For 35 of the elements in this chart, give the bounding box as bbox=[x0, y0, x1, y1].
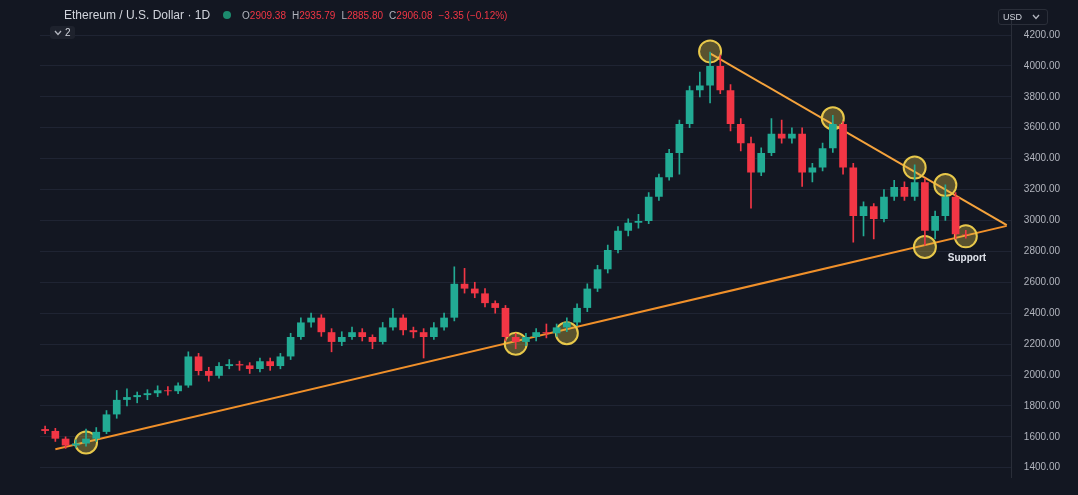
annotation: O2909.38 bbox=[242, 9, 286, 21]
candlestick bbox=[164, 386, 172, 396]
annotation: USD bbox=[1003, 12, 1023, 22]
y-tick-label: 2800.00 bbox=[1023, 245, 1061, 257]
y-tick-label: 3400.00 bbox=[1023, 152, 1061, 164]
candlestick bbox=[961, 230, 970, 239]
y-tick-label: 4000.00 bbox=[1023, 59, 1061, 71]
y-tick-label: 2600.00 bbox=[1023, 276, 1061, 288]
annotation: L2885.80 bbox=[341, 9, 384, 21]
y-tick-label: 4200.00 bbox=[1023, 28, 1061, 40]
candlestick bbox=[123, 388, 131, 407]
y-tick-label: 1600.00 bbox=[1023, 430, 1061, 442]
candlestick bbox=[696, 71, 704, 98]
y-tick-label: 3800.00 bbox=[1023, 90, 1061, 102]
point bbox=[698, 39, 723, 64]
y-tick-label: 2000.00 bbox=[1023, 368, 1061, 380]
chart-title: Ethereum / U.S. Dollar · 1D bbox=[64, 8, 211, 22]
candlestick bbox=[225, 359, 234, 370]
y-tick-label: 1400.00 bbox=[1023, 461, 1061, 473]
y-tick-label: 3200.00 bbox=[1023, 183, 1061, 195]
point bbox=[912, 235, 937, 260]
candlestick bbox=[777, 119, 786, 144]
y-tick-label: 1800.00 bbox=[1023, 399, 1061, 411]
annotation: H2935.79 bbox=[291, 9, 336, 21]
y-tick-label: 2200.00 bbox=[1023, 337, 1061, 349]
point bbox=[933, 173, 958, 198]
annotation: −3.35 (−0.12%) bbox=[438, 9, 508, 21]
point bbox=[902, 155, 927, 180]
y-tick-label: 2400.00 bbox=[1023, 306, 1061, 318]
annotation: Support bbox=[947, 252, 987, 264]
y-tick-label: 3000.00 bbox=[1023, 214, 1061, 226]
y-tick-label: 3600.00 bbox=[1023, 121, 1061, 133]
annotation: 2 bbox=[65, 27, 71, 38]
annotation: C2906.08 bbox=[389, 9, 433, 21]
candlestick bbox=[133, 391, 142, 404]
